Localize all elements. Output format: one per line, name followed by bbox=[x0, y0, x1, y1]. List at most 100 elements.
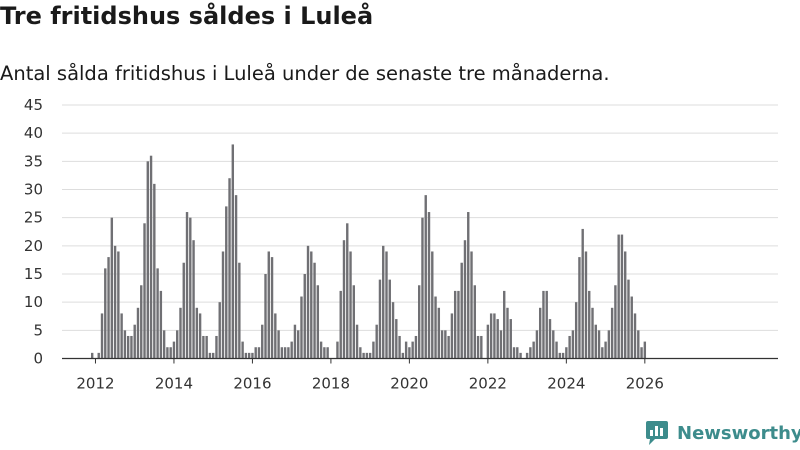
bar bbox=[529, 347, 532, 359]
bar bbox=[473, 285, 476, 359]
bar bbox=[257, 347, 261, 359]
bar bbox=[113, 245, 117, 359]
bar bbox=[323, 347, 326, 359]
bar bbox=[270, 257, 274, 359]
x-tick-label: 2026 bbox=[626, 375, 664, 393]
bar bbox=[578, 257, 581, 359]
x-tick-label: 2020 bbox=[390, 375, 428, 393]
bar bbox=[545, 290, 548, 359]
bar bbox=[493, 313, 496, 359]
data-label: 3 bbox=[643, 0, 653, 4]
brand-name: Newsworthy bbox=[677, 422, 800, 444]
bar bbox=[637, 330, 640, 359]
bar bbox=[319, 341, 323, 359]
bar bbox=[411, 341, 414, 359]
bar bbox=[453, 290, 457, 359]
bar bbox=[378, 279, 382, 359]
bar bbox=[610, 307, 614, 359]
bar bbox=[594, 324, 597, 359]
bar bbox=[395, 319, 398, 359]
bar bbox=[100, 313, 104, 359]
bar bbox=[162, 330, 166, 359]
y-tick-label: 30 bbox=[24, 181, 43, 199]
bar bbox=[133, 324, 136, 359]
bar bbox=[532, 341, 535, 359]
bar bbox=[316, 285, 320, 359]
x-axis: 2012 2014 2016 2018 2020 2022 2024 2026 bbox=[62, 357, 778, 393]
bar bbox=[424, 195, 427, 359]
bar bbox=[355, 324, 359, 359]
bar bbox=[601, 347, 604, 359]
bar bbox=[640, 347, 643, 359]
bar bbox=[123, 330, 127, 359]
bar bbox=[104, 268, 107, 359]
bar bbox=[624, 251, 627, 359]
bar bbox=[293, 324, 297, 359]
x-tick-label: 2018 bbox=[312, 375, 350, 393]
bar bbox=[401, 352, 405, 359]
x-tick-label: 2012 bbox=[76, 375, 114, 393]
bar bbox=[182, 262, 185, 359]
bar bbox=[244, 352, 248, 359]
bar bbox=[346, 223, 349, 359]
bar bbox=[561, 352, 565, 359]
bar bbox=[509, 319, 512, 359]
newsworthy-logo[interactable]: Newsworthy bbox=[644, 420, 800, 446]
bar bbox=[198, 313, 202, 359]
bar bbox=[254, 347, 257, 359]
bar bbox=[208, 352, 212, 359]
bar bbox=[450, 313, 454, 359]
bar bbox=[480, 335, 483, 359]
bar bbox=[555, 341, 558, 359]
bar bbox=[565, 347, 568, 359]
bar bbox=[110, 217, 114, 359]
bar bbox=[398, 335, 401, 359]
x-tick-label: 2014 bbox=[155, 375, 193, 393]
bar bbox=[185, 212, 189, 359]
bar bbox=[238, 262, 241, 359]
bar bbox=[542, 290, 545, 359]
bar bbox=[519, 352, 522, 359]
x-tick-label: 2024 bbox=[547, 375, 585, 393]
y-tick-label: 35 bbox=[24, 152, 43, 170]
y-tick-label: 20 bbox=[24, 237, 43, 255]
bar bbox=[192, 240, 195, 359]
bar bbox=[643, 341, 647, 359]
bar bbox=[597, 330, 601, 359]
bar bbox=[169, 347, 172, 359]
bar bbox=[179, 307, 182, 359]
y-tick-label: 25 bbox=[24, 209, 43, 227]
bar bbox=[525, 352, 529, 359]
chart-subtitle: Antal sålda fritidshus i Luleå under de … bbox=[0, 62, 610, 85]
y-tick-label: 0 bbox=[33, 350, 43, 368]
bar bbox=[159, 290, 163, 359]
bar bbox=[166, 347, 169, 359]
bar bbox=[463, 240, 467, 359]
bar bbox=[156, 268, 159, 359]
bar bbox=[126, 335, 130, 359]
bar bbox=[231, 144, 235, 359]
bar bbox=[460, 262, 463, 359]
y-tick-label: 5 bbox=[33, 321, 43, 339]
bar bbox=[486, 324, 490, 359]
bar bbox=[277, 330, 280, 359]
bar bbox=[382, 245, 385, 359]
bar bbox=[516, 347, 519, 359]
bar bbox=[548, 319, 552, 359]
bar bbox=[140, 285, 143, 359]
bar bbox=[297, 330, 300, 359]
bar bbox=[349, 251, 352, 359]
bar bbox=[303, 274, 306, 359]
bar bbox=[205, 335, 208, 359]
bar bbox=[506, 307, 509, 359]
bar bbox=[457, 290, 460, 359]
bar bbox=[313, 262, 316, 359]
bar bbox=[538, 307, 542, 359]
bar bbox=[365, 352, 369, 359]
bar bbox=[385, 251, 388, 359]
newsworthy-logo-icon bbox=[646, 421, 668, 445]
y-tick-label: 40 bbox=[24, 124, 43, 142]
bar bbox=[274, 313, 277, 359]
bar bbox=[620, 234, 624, 359]
bar bbox=[574, 302, 578, 359]
